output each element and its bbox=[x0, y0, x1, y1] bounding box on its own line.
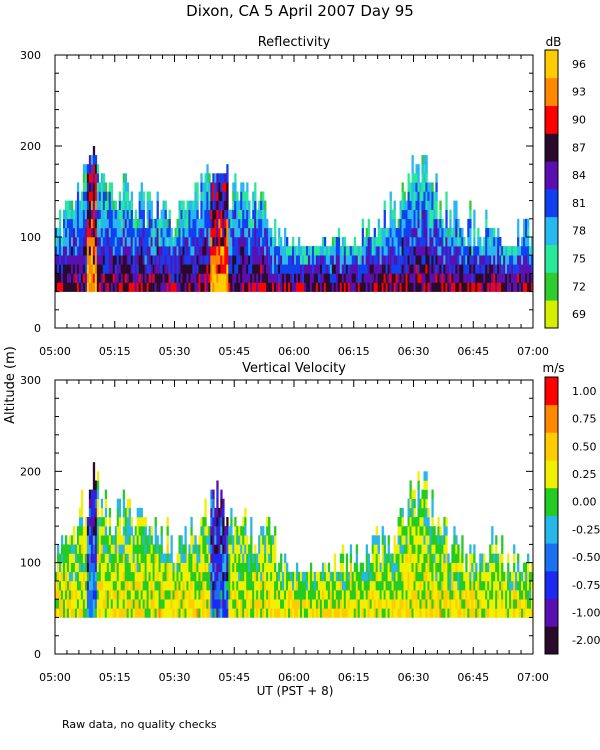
y-tick-label: 200 bbox=[20, 140, 41, 153]
x-tick-label: 05:15 bbox=[99, 671, 131, 684]
colorbar-label: 0.75 bbox=[572, 413, 597, 426]
y-tick-label: 0 bbox=[34, 648, 41, 661]
colorbar-label: 81 bbox=[572, 197, 586, 210]
colorbar-swatch bbox=[545, 216, 558, 245]
colorbar-swatch bbox=[545, 272, 558, 301]
colorbar-label: 84 bbox=[572, 169, 586, 182]
colorbar-label: 0.50 bbox=[572, 440, 597, 453]
colorbar-swatch bbox=[545, 432, 558, 461]
colorbar: -2.00 -1.00 -0.75 -0.50 -0.25 0.00 0.25 0.50 0.7… bbox=[543, 361, 600, 655]
colorbar-swatch bbox=[545, 460, 558, 489]
x-tick-label: 06:30 bbox=[398, 671, 430, 684]
footnote: Raw data, no quality checks bbox=[62, 718, 217, 731]
colorbar-swatch bbox=[545, 300, 558, 329]
colorbar-label: -1.00 bbox=[572, 606, 600, 619]
colorbar-swatch bbox=[545, 487, 558, 516]
colorbar-swatch bbox=[545, 161, 558, 190]
colorbar-label: 0.00 bbox=[572, 496, 597, 509]
colorbar-swatch bbox=[545, 515, 558, 544]
x-tick-label: 05:45 bbox=[218, 671, 250, 684]
y-tick-label: 300 bbox=[20, 49, 41, 62]
colorbar-unit: m/s bbox=[543, 361, 565, 375]
colorbar-label: 72 bbox=[572, 280, 586, 293]
heatmap-field bbox=[55, 462, 534, 618]
colorbar-label: 93 bbox=[572, 86, 586, 99]
colorbar-label: 69 bbox=[572, 308, 586, 321]
colorbar-label: 1.00 bbox=[572, 385, 597, 398]
colorbar-label: -0.75 bbox=[572, 579, 600, 592]
colorbar-swatch bbox=[545, 50, 558, 79]
colorbar-swatch bbox=[545, 570, 558, 599]
x-tick-label: 05:00 bbox=[39, 671, 71, 684]
colorbar-label: 87 bbox=[572, 141, 586, 154]
y-tick-label: 0 bbox=[34, 322, 41, 335]
colorbar: 69 72 75 78 81 84 87 90 93 96 dB bbox=[544, 35, 586, 329]
colorbar-swatch bbox=[545, 133, 558, 162]
x-tick-label: 06:45 bbox=[457, 345, 489, 358]
x-tick-label: 05:15 bbox=[99, 345, 131, 358]
x-axis-label: UT (PST + 8) bbox=[257, 684, 334, 698]
x-tick-label: 07:00 bbox=[517, 671, 549, 684]
colorbar-swatch bbox=[545, 377, 558, 406]
colorbar-unit: dB bbox=[546, 35, 562, 49]
x-tick-label: 06:15 bbox=[338, 345, 370, 358]
reflectivity-panel: Reflectivity 05:00 05:15 05:30 05:45 06:00 06:… bbox=[20, 35, 586, 358]
x-tick-label: 05:45 bbox=[218, 345, 250, 358]
colorbar-swatch bbox=[545, 244, 558, 273]
colorbar-swatch bbox=[545, 598, 558, 627]
x-tick-label: 06:15 bbox=[338, 671, 370, 684]
x-tick-label: 05:30 bbox=[159, 671, 191, 684]
colorbar-swatch bbox=[545, 189, 558, 218]
y-tick-label: 100 bbox=[20, 231, 41, 244]
colorbar-label: -0.25 bbox=[572, 523, 600, 536]
y-tick-label: 100 bbox=[20, 557, 41, 570]
panel-title: Reflectivity bbox=[258, 35, 331, 50]
x-tick-label: 05:00 bbox=[39, 345, 71, 358]
heatmap-field bbox=[55, 146, 534, 292]
colorbar-swatch bbox=[545, 543, 558, 572]
y-tick-label: 300 bbox=[20, 374, 41, 387]
vertical-velocity-panel: Vertical Velocity 05:00 05:15 05:30 05:45 06:… bbox=[20, 361, 600, 684]
x-tick-label: 06:45 bbox=[457, 671, 489, 684]
x-tick-label: 05:30 bbox=[159, 345, 191, 358]
figure-title: Dixon, CA 5 April 2007 Day 95 bbox=[186, 2, 414, 20]
colorbar-swatch bbox=[545, 105, 558, 134]
colorbar-label: -0.50 bbox=[572, 551, 600, 564]
colorbar-label: 90 bbox=[572, 114, 586, 127]
colorbar-swatch bbox=[545, 404, 558, 433]
colorbar-label: 75 bbox=[572, 253, 586, 266]
colorbar-label: 96 bbox=[572, 58, 586, 71]
colorbar-label: 0.25 bbox=[572, 468, 597, 481]
colorbar-swatch bbox=[545, 77, 558, 106]
x-tick-label: 06:30 bbox=[398, 345, 430, 358]
panel-title: Vertical Velocity bbox=[242, 361, 346, 376]
colorbar-swatch bbox=[545, 626, 558, 655]
x-tick-label: 07:00 bbox=[517, 345, 549, 358]
colorbar-label: -2.00 bbox=[572, 634, 600, 647]
shared-y-axis-label: Altitude (m) bbox=[3, 346, 18, 424]
x-tick-label: 06:00 bbox=[278, 345, 310, 358]
y-tick-label: 200 bbox=[20, 465, 41, 478]
x-tick-label: 06:00 bbox=[278, 671, 310, 684]
colorbar-label: 78 bbox=[572, 225, 586, 238]
